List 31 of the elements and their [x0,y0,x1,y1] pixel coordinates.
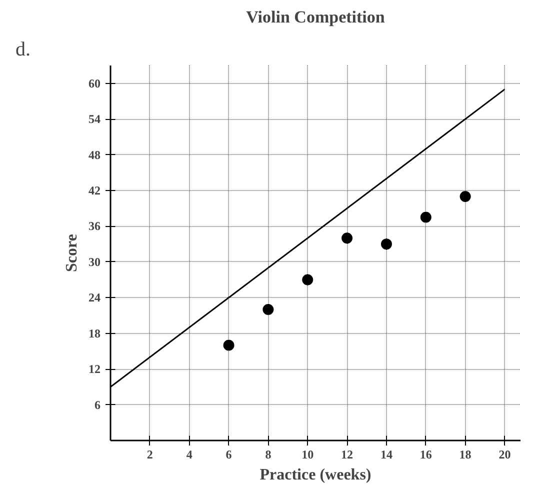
point [262,304,274,316]
y-tick-label: 6 [94,398,100,412]
y-tick-label: 60 [88,76,100,90]
chart-title: Violin Competition [246,8,386,26]
point [460,190,471,202]
x-tick-label: 20 [498,448,511,462]
point [302,274,314,286]
x-tick-label: 10 [302,448,314,462]
x-tick-label: 18 [459,448,472,462]
x-tick-label: 12 [341,448,354,462]
x-tick-label: 2 [146,448,153,462]
x-axis-title: Practice (weeks) [260,466,372,484]
point [380,238,392,250]
y-tick-label: 36 [88,219,100,234]
y-tick-label: 12 [88,362,100,376]
y-tick-label: 42 [88,184,100,198]
y-tick-label: 30 [88,254,100,269]
x-tick-label: 8 [265,448,272,462]
y-tick-label: 24 [88,290,100,305]
text: d. [16,38,30,60]
point [342,232,353,244]
y-tick-label: 54 [88,112,100,126]
point [420,212,432,223]
x-tick-label: 16 [420,448,432,462]
y-tick-label: 18 [88,326,100,340]
y-tick-label: 48 [88,148,100,162]
point [223,340,234,351]
y-axis-title: Score [64,234,80,272]
x-tick-label: 4 [186,448,192,462]
x-tick-label: 6 [226,448,232,462]
x-tick-label: 14 [380,448,392,462]
